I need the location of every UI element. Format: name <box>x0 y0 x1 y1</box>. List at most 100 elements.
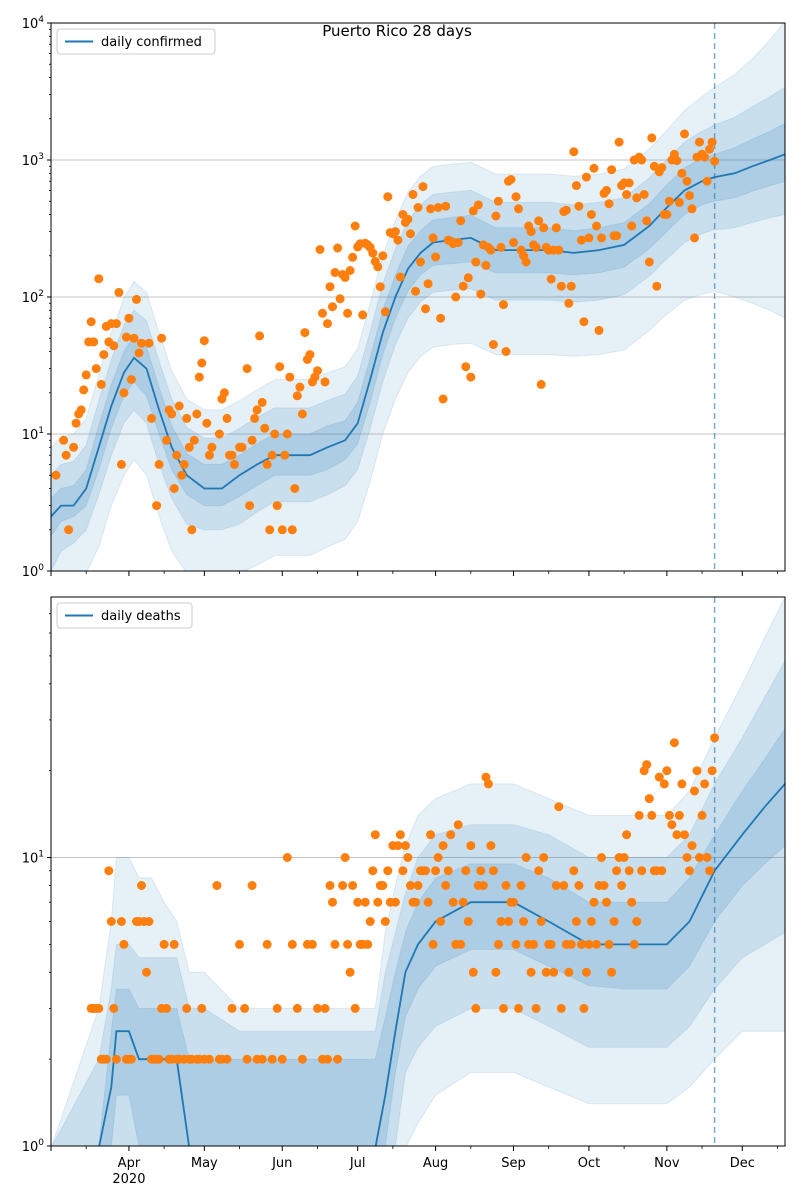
deaths-observed-point <box>697 810 707 820</box>
confirmed-observed-point <box>554 245 564 255</box>
confirmed-observed-point <box>441 201 451 211</box>
deaths-observed-point <box>504 917 513 926</box>
confirmed-observed-point <box>280 450 290 460</box>
deaths-observed-point <box>448 897 458 907</box>
confirmed-observed-point <box>137 338 146 348</box>
deaths-xtick-label: Jul <box>349 1156 366 1171</box>
deaths-observed-point <box>119 939 129 949</box>
confirmed-observed-point <box>707 137 717 147</box>
confirmed-observed-point <box>162 435 172 445</box>
confirmed-observed-point <box>594 325 604 335</box>
confirmed-observed-point <box>89 337 99 347</box>
confirmed-observed-point <box>277 525 287 535</box>
deaths-observed-point <box>373 897 383 907</box>
confirmed-observed-point <box>350 221 360 231</box>
confirmed-observed-point <box>511 192 521 202</box>
deaths-observed-point <box>501 881 511 890</box>
deaths-observed-point <box>338 881 348 890</box>
confirmed-observed-point <box>710 156 720 166</box>
confirmed-observed-point <box>604 199 614 209</box>
deaths-observed-point <box>267 1054 277 1064</box>
deaths-observed-point <box>101 1054 111 1064</box>
confirmed-observed-point <box>192 409 202 419</box>
deaths-observed-point <box>556 1003 566 1013</box>
confirmed-observed-point <box>167 409 177 419</box>
deaths-observed-point <box>481 772 491 782</box>
deaths-observed-point <box>609 917 619 926</box>
confirmed-observed-point <box>187 525 197 535</box>
deaths-observed-point <box>116 917 126 926</box>
confirmed-observed-point <box>461 362 471 372</box>
deaths-observed-point <box>406 881 415 890</box>
confirmed-observed-point <box>685 191 694 201</box>
confirmed-observed-point <box>129 333 139 343</box>
confirmed-observed-point <box>674 197 684 207</box>
confirmed-observed-point <box>416 257 425 267</box>
deaths-observed-point <box>182 1003 192 1013</box>
deaths-observed-point <box>619 853 629 862</box>
confirmed-observed-point <box>99 350 109 360</box>
confirmed-observed-point <box>466 372 476 382</box>
deaths-observed-point <box>104 866 114 876</box>
deaths-observed-point <box>421 866 430 876</box>
deaths-observed-point <box>461 866 471 876</box>
deaths-observed-point <box>94 1003 104 1013</box>
confirmed-observed-point <box>690 233 699 243</box>
deaths-observed-point <box>569 866 579 876</box>
confirmed-observed-point <box>255 331 265 341</box>
confirmed-observed-point <box>413 203 423 212</box>
deaths-xtick-label: Sep <box>501 1156 526 1171</box>
confirmed-observed-point <box>86 317 96 327</box>
deaths-observed-point <box>240 1003 250 1013</box>
confirmed-observed-point <box>463 273 473 283</box>
deaths-observed-point <box>662 766 672 776</box>
deaths-observed-point <box>320 1003 330 1013</box>
confirmed-observed-point <box>473 200 483 210</box>
confirmed-observed-point <box>521 257 531 267</box>
confirmed-observed-point <box>624 178 634 188</box>
confirmed-observed-point <box>290 484 300 493</box>
deaths-observed-point <box>390 897 400 907</box>
confirmed-observed-point <box>501 347 511 356</box>
confirmed-observed-point <box>292 391 302 401</box>
confirmed-observed-point <box>237 442 247 452</box>
confirmed-observed-point <box>602 185 611 195</box>
confirmed-observed-point <box>91 364 101 374</box>
confirmed-observed-point <box>300 328 310 338</box>
deaths-legend-box <box>56 602 193 629</box>
confirmed-legend: daily confirmed <box>56 28 216 55</box>
confirmed-observed-point <box>252 405 262 415</box>
confirmed-observed-point <box>61 450 71 460</box>
deaths-observed-point <box>325 881 335 890</box>
confirmed-observed-point <box>526 227 536 237</box>
confirmed-observed-point <box>672 156 682 166</box>
confirmed-observed-point <box>116 459 126 469</box>
deaths-observed-point <box>576 939 586 949</box>
confirmed-observed-point <box>214 429 224 439</box>
confirmed-observed-point <box>373 262 383 272</box>
confirmed-observed-point <box>267 450 277 460</box>
confirmed-observed-point <box>436 313 446 323</box>
deaths-model-line <box>98 783 785 1146</box>
deaths-observed-point <box>313 1003 322 1013</box>
deaths-observed-point <box>204 1054 214 1064</box>
confirmed-observed-point <box>272 501 282 511</box>
confirmed-observed-point <box>499 300 508 310</box>
deaths-observed-point <box>642 760 652 770</box>
confirmed-observed-point <box>476 289 486 299</box>
deaths-observed-point <box>705 866 715 876</box>
confirmed-observed-point <box>644 257 654 267</box>
deaths-observed-point <box>632 917 642 926</box>
confirmed-observed-point <box>330 268 340 277</box>
deaths-observed-point <box>423 897 433 907</box>
confirmed-observed-point <box>418 182 428 192</box>
confirmed-observed-point <box>493 196 503 206</box>
deaths-observed-point <box>667 820 677 830</box>
deaths-observed-point <box>368 866 378 876</box>
deaths-observed-point <box>564 967 574 977</box>
confirmed-observed-point <box>687 204 697 214</box>
deaths-observed-point <box>617 881 627 890</box>
deaths-observed-point <box>162 1003 172 1013</box>
confirmed-observed-point <box>340 272 350 282</box>
